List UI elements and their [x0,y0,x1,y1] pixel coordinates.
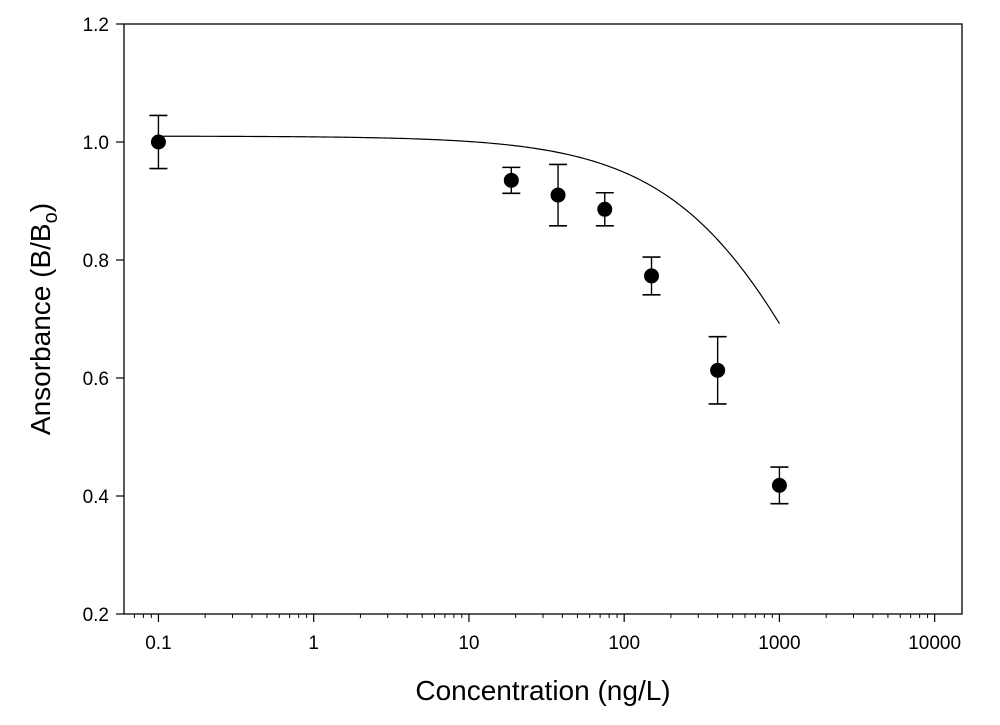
y-tick-label: 0.2 [83,605,109,626]
data-point [642,256,661,296]
x-tick-label: 10 [458,633,479,654]
y-tick-label: 1.2 [83,15,109,36]
data-marker [644,268,660,284]
y-axis-title-subscript: o [40,212,62,223]
data-marker [710,362,726,378]
data-point [149,114,168,170]
data-marker [150,134,166,150]
x-tick-label: 1 [308,633,319,654]
data-point [549,163,568,227]
plot-frame [123,23,963,615]
data-point [595,191,614,227]
x-tick-label: 1000 [758,633,800,654]
x-tick-label: 0.1 [145,633,171,654]
data-points [149,114,789,505]
y-axis-title: Ansorbance (B/Bo) [25,203,62,435]
y-axis-title-main: Ansorbance (B/B [25,223,56,435]
fit-curve [158,135,780,324]
x-axis-title: Concentration (ng/L) [415,675,670,706]
y-tick-label: 0.8 [83,251,109,272]
y-tick-label: 0.6 [83,369,109,390]
y-axis-title-close: ) [25,203,56,212]
x-axis: 0.1 1 10 100 1000 10000 [133,614,961,654]
data-marker [503,172,519,188]
data-point [770,466,789,505]
data-point [502,166,521,195]
data-point [708,335,727,405]
y-axis: 0.2 0.4 0.6 0.8 1.0 1.2 [83,15,124,626]
y-tick-label: 0.4 [83,487,110,508]
data-marker [597,201,613,217]
x-tick-label: 100 [608,633,640,654]
x-tick-label: 10000 [908,633,961,654]
data-marker [771,477,787,493]
data-marker [550,187,566,203]
y-tick-label: 1.0 [83,133,109,154]
